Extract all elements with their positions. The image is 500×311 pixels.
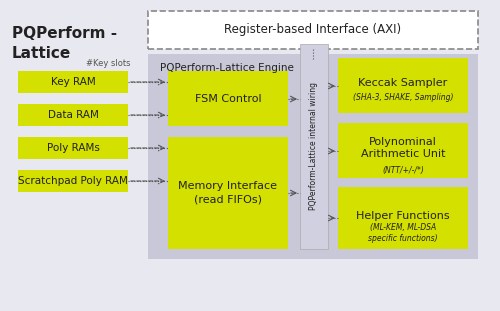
FancyBboxPatch shape <box>338 123 468 178</box>
FancyBboxPatch shape <box>300 44 328 249</box>
Text: PQPerform-Lattice internal wiring: PQPerform-Lattice internal wiring <box>310 82 318 210</box>
Text: PQPerform-Lattice Engine: PQPerform-Lattice Engine <box>160 63 294 73</box>
Text: PQPerform -
Lattice: PQPerform - Lattice <box>12 26 117 61</box>
FancyBboxPatch shape <box>168 137 288 249</box>
FancyBboxPatch shape <box>18 170 128 192</box>
FancyBboxPatch shape <box>168 71 288 126</box>
Text: Polynominal
Arithmetic Unit: Polynominal Arithmetic Unit <box>361 137 446 159</box>
Text: Register-based Interface (AXI): Register-based Interface (AXI) <box>224 24 402 36</box>
Text: Helper Functions: Helper Functions <box>356 211 450 221</box>
Text: Key RAM: Key RAM <box>50 77 96 87</box>
Text: (NTT/+/-/*): (NTT/+/-/*) <box>382 166 424 175</box>
Text: FSM Control: FSM Control <box>194 94 262 104</box>
FancyBboxPatch shape <box>338 187 468 249</box>
FancyBboxPatch shape <box>18 137 128 159</box>
Text: #Key slots: #Key slots <box>86 59 130 68</box>
Bar <box>148 11 478 49</box>
Text: Memory Interface
(read FIFOs): Memory Interface (read FIFOs) <box>178 181 278 205</box>
FancyBboxPatch shape <box>148 54 478 259</box>
Text: (ML-KEM, ML-DSA
specific functions): (ML-KEM, ML-DSA specific functions) <box>368 223 438 243</box>
Text: Data RAM: Data RAM <box>48 110 98 120</box>
Text: Keccak Sampler: Keccak Sampler <box>358 78 448 88</box>
FancyBboxPatch shape <box>18 71 128 93</box>
FancyBboxPatch shape <box>18 104 128 126</box>
Text: Poly RAMs: Poly RAMs <box>46 143 100 153</box>
Text: Scratchpad Poly RAM: Scratchpad Poly RAM <box>18 176 128 186</box>
Text: (SHA-3, SHAKE, Sampling): (SHA-3, SHAKE, Sampling) <box>353 94 453 103</box>
FancyBboxPatch shape <box>338 58 468 113</box>
